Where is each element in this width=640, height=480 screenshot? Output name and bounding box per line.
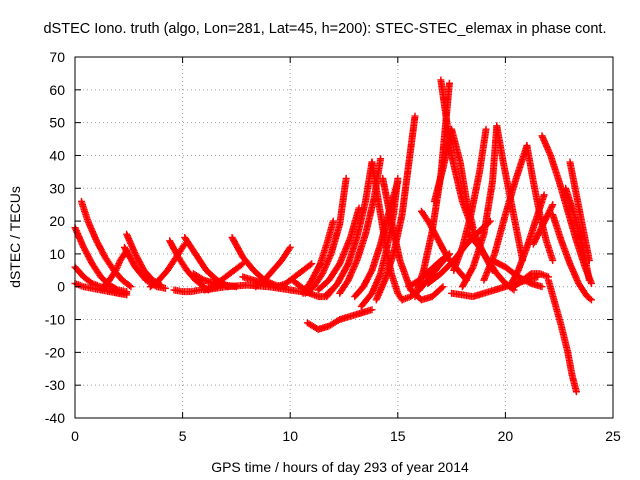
- y-tick-label: 70: [49, 49, 65, 65]
- series-28: [368, 158, 406, 304]
- x-tick-label: 5: [179, 428, 187, 444]
- data-point: [411, 112, 419, 120]
- series-51: [566, 158, 593, 264]
- series-6: [120, 243, 169, 292]
- data-point: [329, 217, 337, 225]
- data-point: [377, 155, 385, 163]
- series-21: [314, 204, 363, 294]
- y-tick-label: 20: [49, 213, 65, 229]
- series-8: [166, 237, 208, 291]
- y-tick-label: 10: [49, 246, 65, 262]
- data-point: [445, 79, 453, 87]
- data-point-fill: [199, 275, 207, 283]
- y-tick-label: -40: [45, 410, 65, 426]
- data-point-fill: [548, 202, 556, 210]
- series-46: [510, 270, 552, 291]
- series-42: [480, 142, 531, 284]
- data-point: [342, 174, 350, 182]
- y-tick-label: -20: [45, 344, 65, 360]
- data-point-fill: [285, 245, 293, 253]
- series-22: [323, 158, 376, 301]
- data-point: [587, 296, 595, 304]
- data-point: [308, 260, 316, 268]
- series-4: [97, 247, 131, 294]
- series-17: [273, 260, 316, 291]
- data-point: [127, 283, 135, 291]
- x-tick-label: 25: [605, 428, 621, 444]
- series-50: [549, 211, 595, 304]
- data-point: [585, 276, 593, 284]
- data-point-fill: [126, 282, 134, 290]
- series-9: [170, 283, 221, 296]
- data-point: [439, 283, 447, 291]
- y-tick-label: 50: [49, 115, 65, 131]
- y-tick-label: 0: [57, 279, 65, 295]
- y-tick-label: 40: [49, 147, 65, 163]
- series-2: [71, 279, 131, 297]
- series-49: [529, 201, 557, 248]
- data-point: [368, 306, 376, 314]
- y-tick-label: 30: [49, 180, 65, 196]
- data-point: [549, 256, 557, 264]
- x-axis-label: GPS time / hours of day 293 of year 2014: [211, 459, 469, 475]
- data-point: [540, 191, 548, 199]
- y-tick-label: -30: [45, 377, 65, 393]
- x-tick-label: 15: [390, 428, 406, 444]
- data-point-fill: [526, 271, 534, 279]
- axis-ticks: 0 5 10 15 20 25 -40 -30 -20 -10 0 10 20 30 40 50 60 70: [45, 49, 621, 444]
- plot-area: [71, 76, 595, 396]
- data-point: [161, 284, 169, 292]
- series-48: [544, 276, 580, 396]
- y-tick-label: 60: [49, 82, 65, 98]
- chart-title: dSTEC Iono. truth (algo, Lon=281, Lat=45…: [43, 21, 606, 37]
- series-45: [506, 191, 548, 291]
- series-20: [301, 174, 350, 297]
- y-axis-label: dSTEC / TECUs: [7, 186, 23, 288]
- data-point: [549, 201, 557, 209]
- data-point-fill: [367, 268, 375, 276]
- data-point: [394, 174, 402, 182]
- series-40: [465, 230, 518, 294]
- data-point: [123, 289, 131, 297]
- data-point-fill: [180, 242, 188, 250]
- data-point: [572, 388, 580, 396]
- data-point: [538, 283, 546, 291]
- series-25: [303, 306, 376, 333]
- data-point-fill: [586, 295, 594, 303]
- data-point-fill: [306, 261, 314, 269]
- x-tick-label: 20: [498, 428, 514, 444]
- data-point: [482, 125, 490, 133]
- series-52: [562, 184, 593, 284]
- data-point-fill: [438, 284, 446, 292]
- x-tick-label: 10: [282, 428, 298, 444]
- series-7: [146, 240, 189, 291]
- plot-frame: [74, 56, 614, 419]
- y-tick-label: -10: [45, 312, 65, 328]
- series-13: [228, 234, 279, 289]
- data-point: [469, 227, 477, 235]
- data-point-fill: [334, 316, 342, 324]
- data-point-fill: [237, 261, 245, 269]
- data-point: [286, 243, 294, 251]
- series-3: [77, 197, 135, 291]
- x-tick-label: 0: [71, 428, 79, 444]
- data-point-fill: [316, 261, 324, 269]
